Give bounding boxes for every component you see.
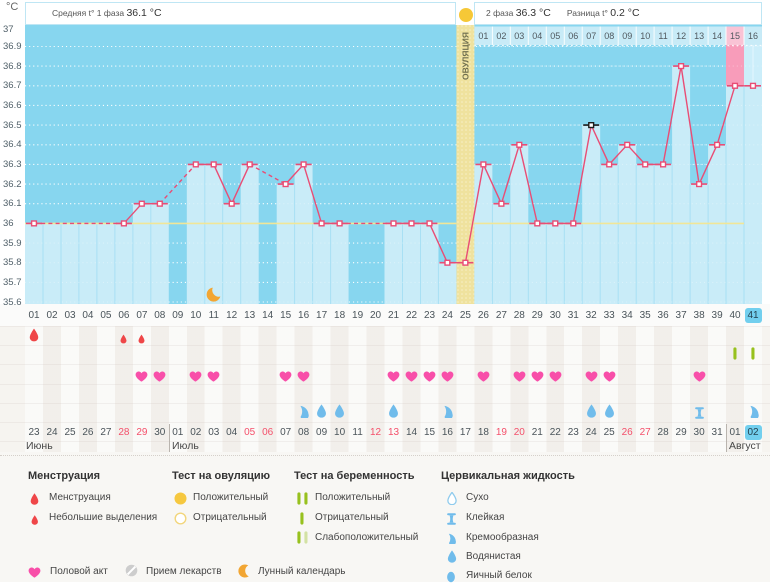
svg-text:13: 13 xyxy=(694,31,704,41)
svg-text:08: 08 xyxy=(604,31,614,41)
svg-text:14: 14 xyxy=(712,31,722,41)
svg-text:03: 03 xyxy=(514,31,524,41)
svg-text:04: 04 xyxy=(532,31,542,41)
svg-text:ОВУЛЯЦИЯ: ОВУЛЯЦИЯ xyxy=(460,32,470,80)
svg-text:16: 16 xyxy=(748,31,758,41)
svg-text:06: 06 xyxy=(568,31,578,41)
svg-text:02: 02 xyxy=(496,31,506,41)
svg-text:10: 10 xyxy=(640,31,650,41)
svg-text:11: 11 xyxy=(658,31,667,41)
svg-text:05: 05 xyxy=(550,31,560,41)
svg-text:09: 09 xyxy=(622,31,632,41)
svg-text:15: 15 xyxy=(730,31,740,41)
svg-text:07: 07 xyxy=(586,31,596,41)
svg-text:01: 01 xyxy=(478,31,488,41)
svg-text:12: 12 xyxy=(676,31,686,41)
